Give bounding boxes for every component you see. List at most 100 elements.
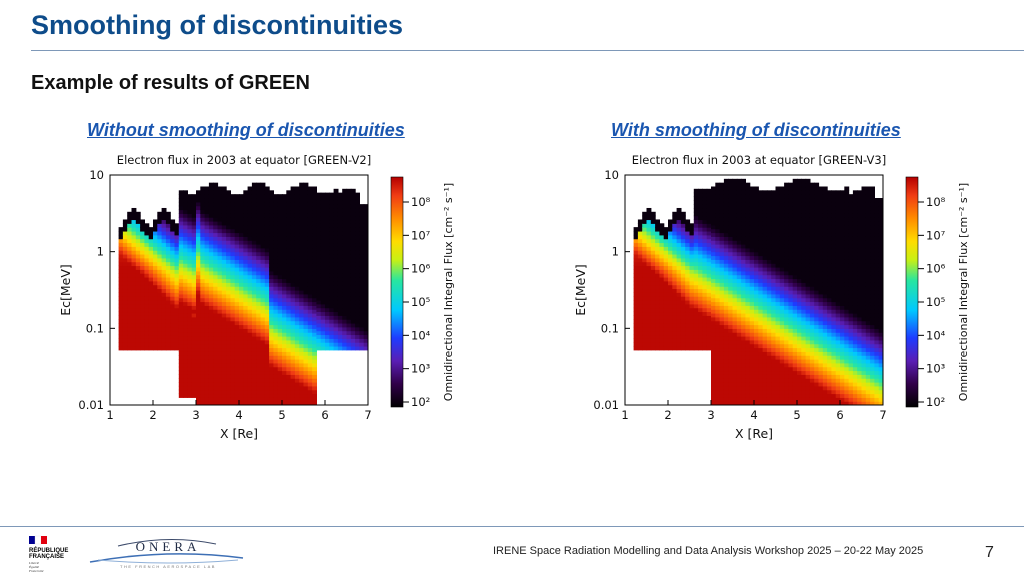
heatmap-cell [299, 228, 305, 234]
heatmap-cell [637, 246, 643, 251]
heatmap-cell [153, 330, 158, 336]
heatmap-cell [779, 290, 785, 295]
heatmap-cell [234, 382, 240, 387]
heatmap-cell [659, 223, 665, 228]
heatmap-cell [359, 315, 365, 320]
heatmap-cell [719, 362, 725, 368]
heatmap-cell [294, 401, 300, 405]
heatmap-cell [118, 288, 124, 293]
heatmap-cell [234, 244, 240, 249]
heatmap-cell [333, 204, 339, 209]
heatmap-cell [337, 311, 343, 316]
heatmap-cell [320, 330, 326, 336]
heatmap-cell [153, 223, 158, 228]
heatmap-cell [706, 253, 712, 259]
heatmap-cell [723, 263, 729, 268]
heatmap-cell [784, 278, 789, 283]
heatmap-cell [277, 194, 283, 199]
heatmap-cell [307, 217, 313, 222]
heatmap-cell [161, 303, 167, 309]
heatmap-cell [698, 284, 703, 290]
heatmap-cell [715, 205, 721, 211]
heatmap-cell [247, 301, 253, 306]
heatmap-cell [715, 336, 721, 341]
heatmap-cell [247, 366, 253, 372]
heatmap-cell [650, 342, 656, 347]
heatmap-cell [325, 303, 330, 309]
heatmap-cell [736, 263, 742, 268]
heatmap-cell [187, 205, 193, 211]
heatmap-cell [702, 227, 708, 232]
heatmap-cell [243, 228, 249, 234]
heatmap-cell [676, 257, 682, 263]
heatmap-cell [286, 247, 292, 253]
heatmap-cell [788, 290, 794, 295]
heatmap-cell [140, 307, 145, 313]
heatmap-cell [294, 221, 300, 226]
heatmap-cell [144, 250, 150, 255]
heatmap-cell [758, 393, 764, 398]
heatmap-cell [650, 223, 656, 228]
heatmap-cell [342, 330, 348, 336]
heatmap-cell [805, 232, 811, 237]
heatmap-cell [239, 343, 244, 349]
heatmap-cell [637, 326, 643, 332]
heatmap-cell [741, 240, 746, 245]
heatmap-cell [702, 219, 708, 224]
heatmap-cell [187, 282, 193, 287]
heatmap-cell [814, 355, 820, 360]
heatmap-cell [148, 315, 154, 320]
heatmap-cell [230, 309, 236, 314]
heatmap-cell [290, 224, 296, 230]
heatmap-cell [784, 267, 789, 272]
heatmap-cell [805, 263, 811, 268]
heatmap-cell [303, 309, 309, 314]
heatmap-cell [779, 194, 785, 199]
heatmap-cell [187, 236, 193, 241]
heatmap-cell [234, 359, 240, 364]
heatmap-cell [260, 343, 266, 349]
heatmap-cell [157, 280, 163, 286]
heatmap-cell [226, 393, 231, 398]
heatmap-cell [282, 374, 287, 379]
heatmap-cell [161, 261, 167, 267]
heatmap-cell [333, 188, 339, 194]
heatmap-cell [239, 336, 244, 341]
heatmap-cell [805, 190, 811, 195]
heatmap-cell [745, 290, 751, 295]
heatmap-cell [290, 355, 296, 360]
heatmap-cell [818, 286, 824, 291]
heatmap-cell [745, 232, 751, 237]
heatmap-cell [234, 305, 240, 310]
heatmap-cell [221, 255, 227, 260]
heatmap-cell [140, 273, 145, 278]
heatmap-cell [273, 290, 279, 295]
heatmap-cell [355, 273, 360, 278]
heatmap-cell [148, 250, 154, 255]
heatmap-cell [251, 182, 257, 188]
heatmap-cell [650, 299, 656, 305]
heatmap-cell [312, 209, 317, 214]
heatmap-cell [200, 205, 206, 211]
heatmap-cell [226, 236, 231, 241]
heatmap-cell [363, 250, 368, 255]
heatmap-cell [723, 232, 729, 237]
heatmap-cell [200, 290, 206, 295]
heatmap-cell [676, 207, 682, 213]
heatmap-cell [745, 324, 751, 329]
heatmap-cell [234, 209, 240, 214]
heatmap-cell [294, 370, 300, 375]
heatmap-cell [144, 292, 150, 297]
heatmap-cell [333, 338, 339, 343]
heatmap-cell [818, 217, 824, 222]
heatmap-cell [736, 382, 742, 387]
heatmap-cell [294, 286, 300, 291]
heatmap-cell [153, 250, 158, 255]
heatmap-cell [264, 297, 270, 303]
heatmap-cell [771, 244, 777, 249]
heatmap-cell [131, 280, 137, 286]
heatmap-cell [754, 359, 759, 364]
heatmap-cell [822, 339, 828, 345]
heatmap-cell [363, 296, 368, 301]
heatmap-cell [273, 286, 279, 291]
